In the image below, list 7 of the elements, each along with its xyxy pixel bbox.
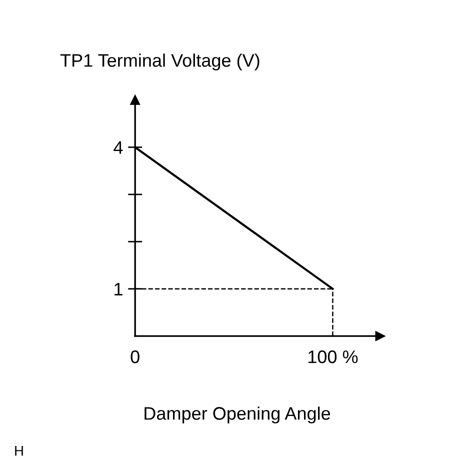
text: H	[15, 446, 23, 456]
y-tick-label: 4	[114, 141, 123, 154]
y-tick-label: 1	[114, 282, 122, 296]
x-tick-label: 100 %	[308, 350, 358, 364]
x-tick-label: 0	[130, 350, 140, 364]
chart-title: TP1 Terminal Voltage (V)	[60, 54, 260, 70]
x-axis-title: Damper Opening Angle	[144, 406, 330, 424]
